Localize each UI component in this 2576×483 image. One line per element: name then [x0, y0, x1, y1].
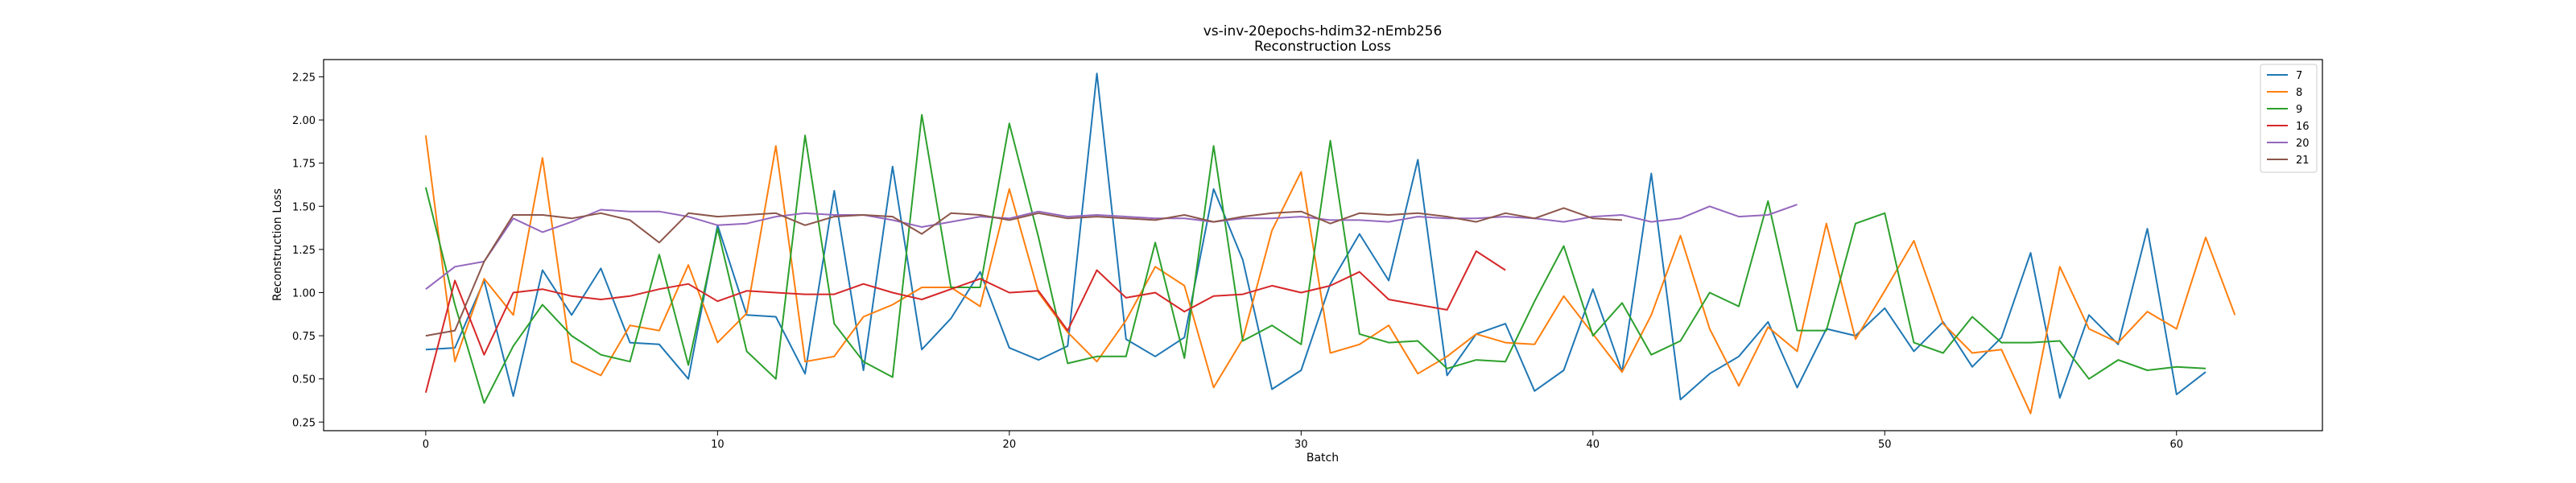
- legend-label-20: 20: [2296, 138, 2310, 150]
- legend-label-8: 8: [2296, 87, 2302, 99]
- x-tick-label: 10: [711, 439, 724, 451]
- y-tick-label: 1.00: [292, 287, 316, 299]
- y-tick-label: 2.25: [292, 72, 316, 84]
- y-tick-label: 1.25: [292, 245, 316, 257]
- series-line-21: [425, 207, 1623, 337]
- chart-subtitle: Reconstruction Loss: [1254, 39, 1391, 55]
- x-tick-label: 0: [423, 439, 429, 451]
- x-axis: 0 10 20 30 40 50 60: [423, 431, 2183, 451]
- series-line-9: [424, 114, 2207, 404]
- series-lines: [424, 72, 2236, 415]
- y-axis-label: Reconstruction Loss: [271, 188, 284, 301]
- y-tick-label: 0.25: [292, 417, 316, 429]
- y-axis: 0.25 0.50 0.75 1.00 1.25 1.50 1.75 2.00 2.25: [292, 72, 324, 429]
- chart-title: vs-inv-20epochs-hdim32-nEmb256: [1203, 23, 1443, 39]
- series-line-8: [424, 135, 2236, 415]
- legend-label-9: 9: [2296, 104, 2302, 116]
- legend-label-21: 21: [2296, 155, 2310, 167]
- x-axis-label: Batch: [1307, 452, 1339, 464]
- y-tick-label: 0.50: [292, 374, 316, 386]
- y-tick-label: 2.00: [292, 115, 316, 127]
- series-line-20: [425, 204, 1798, 290]
- x-tick-label: 50: [1878, 439, 1892, 451]
- legend: 7 8 9 16 20 21: [2260, 64, 2318, 173]
- y-tick-label: 0.75: [292, 331, 316, 343]
- plot-area-frame: [323, 59, 2323, 431]
- series-line-16: [424, 250, 1506, 394]
- legend-label-16: 16: [2296, 121, 2310, 133]
- y-tick-label: 1.50: [292, 201, 316, 213]
- x-tick-label: 60: [2169, 439, 2183, 451]
- x-tick-label: 40: [1587, 439, 1600, 451]
- y-tick-label: 1.75: [292, 159, 316, 171]
- legend-label-7: 7: [2296, 70, 2302, 82]
- x-tick-label: 20: [1003, 439, 1017, 451]
- x-tick-label: 30: [1294, 439, 1308, 451]
- series-line-7: [425, 72, 2207, 401]
